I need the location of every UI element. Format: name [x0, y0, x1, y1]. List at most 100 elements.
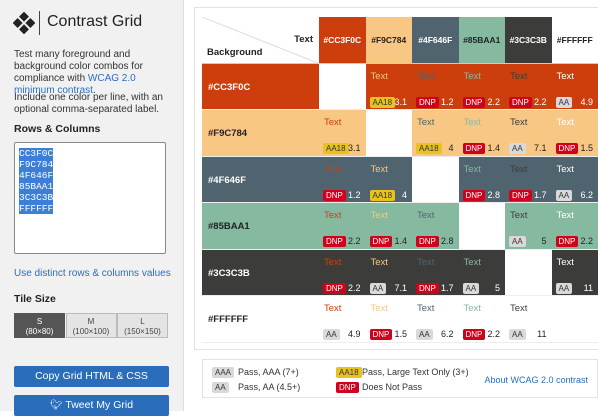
badge: DNP	[323, 283, 346, 294]
sample-text: Text	[417, 71, 434, 82]
sample-text: Text	[324, 303, 341, 314]
legend-badge: DNP	[336, 382, 359, 393]
badge: DNP	[323, 190, 346, 201]
row-label: #F9C784	[208, 128, 247, 139]
badge: AA18	[370, 97, 396, 108]
badge: DNP	[556, 143, 579, 154]
tile-size-label: L	[118, 317, 167, 327]
ratio: 2.2	[348, 236, 361, 247]
sample-text: Text	[417, 117, 434, 128]
textarea-line: 3C3C3B	[19, 192, 53, 203]
tile-size-option[interactable]: L(150×150)	[117, 313, 168, 338]
ratio: 1.2	[348, 190, 361, 201]
column-header: #4F646F	[412, 17, 459, 64]
textarea-line: FFFFFF	[19, 203, 53, 214]
sample-text: Text	[417, 303, 434, 314]
sample-text: Text	[557, 257, 574, 268]
distinct-link[interactable]: Use distinct rows & columns values	[14, 268, 171, 280]
row-header: #4F646F	[202, 157, 319, 204]
textarea-line: F9C784	[19, 159, 53, 170]
ratio: 4	[402, 190, 407, 201]
badge: AA	[370, 283, 387, 294]
badge: AA	[323, 329, 340, 340]
column-header: #3C3C3B	[505, 17, 552, 64]
tile-size-option[interactable]: M(100×100)	[66, 313, 117, 338]
sample-text: Text	[417, 210, 434, 221]
column-header: #FFFFFF	[552, 17, 598, 64]
ratio: 7.1	[534, 143, 547, 154]
column-label: #85BAA1	[459, 35, 506, 45]
row-label: #4F646F	[208, 175, 246, 186]
textarea-line: 4F646F	[19, 170, 53, 181]
sample-text: Text	[557, 210, 574, 221]
ratio: 1.2	[441, 97, 454, 108]
row-label: #85BAA1	[208, 221, 250, 232]
row-header: #3C3C3B	[202, 250, 319, 297]
ratio: 1.5	[394, 329, 407, 340]
column-axis-label: Text	[294, 34, 313, 45]
ratio: 1.7	[534, 190, 547, 201]
tile-heading: Tile Size	[14, 293, 56, 305]
column-label: #4F646F	[412, 35, 459, 45]
sample-text: Text	[371, 257, 388, 268]
sample-text: Text	[464, 71, 481, 82]
row-header: #F9C784	[202, 110, 319, 157]
logo-icon	[13, 12, 35, 34]
ratio: 6.2	[441, 329, 454, 340]
sample-text: Text	[371, 303, 388, 314]
ratio: 2.2	[580, 236, 593, 247]
about-link[interactable]: About WCAG 2.0 contrast	[484, 375, 588, 385]
tile-size-option[interactable]: S(80×80)	[14, 313, 65, 338]
tweet-label: Tweet My Grid	[65, 399, 133, 411]
column-header: #85BAA1	[459, 17, 506, 64]
row-header: #CC3F0C	[202, 64, 319, 111]
sample-text: Text	[510, 164, 527, 175]
textarea-line: 85BAA1	[19, 181, 53, 192]
ratio: 2.2	[534, 97, 547, 108]
badge: DNP	[463, 143, 486, 154]
badge: DNP	[323, 236, 346, 247]
tweet-button[interactable]: 🐦︎ Tweet My Grid	[14, 395, 169, 416]
sample-text: Text	[557, 71, 574, 82]
sample-text: Text	[464, 164, 481, 175]
sample-text: Text	[464, 117, 481, 128]
hint-text: Include one color per line, with an opti…	[14, 92, 164, 116]
sample-text: Text	[510, 71, 527, 82]
badge: DNP	[509, 97, 532, 108]
legend-badge: AAA	[212, 367, 234, 378]
grid-cell	[412, 157, 459, 204]
ratio: 5	[541, 236, 546, 247]
grid-cell	[552, 296, 598, 343]
ratio: 2.2	[487, 329, 500, 340]
rows-heading: Rows & Columns	[14, 123, 100, 135]
grid-cell	[459, 203, 506, 250]
app-title: Contrast Grid	[47, 13, 142, 31]
column-header: #F9C784	[366, 17, 413, 64]
column-label: #F9C784	[366, 35, 413, 45]
badge: DNP	[463, 190, 486, 201]
sample-text: Text	[464, 303, 481, 314]
sample-text: Text	[324, 210, 341, 221]
tile-size-label: S	[15, 317, 64, 327]
badge: DNP	[370, 236, 393, 247]
legend-description: Does Not Pass	[362, 382, 422, 393]
copy-button[interactable]: Copy Grid HTML & CSS	[14, 366, 169, 387]
legend-description: Pass, AA (4.5+)	[238, 382, 300, 393]
